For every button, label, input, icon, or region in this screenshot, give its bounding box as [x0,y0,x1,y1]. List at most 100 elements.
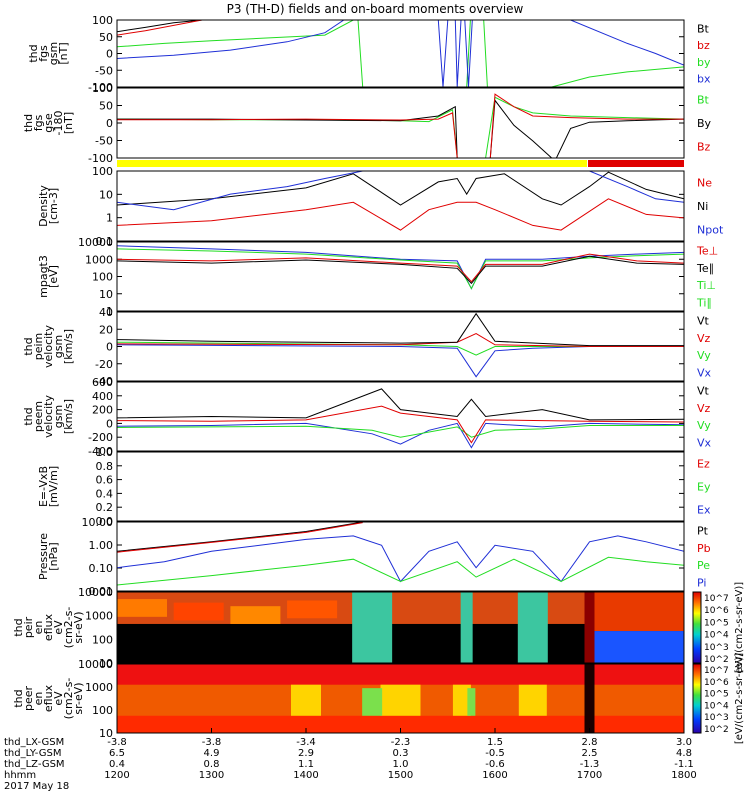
x-tick-label: -0.5 [485,748,505,759]
panel-frame [116,19,685,88]
spectrogram-dip [352,592,393,663]
y-axis-label: eV [52,620,65,635]
y-tick-label: 1000 [85,253,113,266]
y-axis-label: gse [42,113,55,133]
series-line-Ti [117,245,684,290]
colorbar-tick-label: 10^6 [704,606,729,616]
y-axis-label: thd [27,44,40,62]
x-tick-label: 1500 [388,770,413,781]
legend-entry: Vx [697,436,712,449]
y-axis-label: peim [32,333,45,361]
legend-entry: Vy [697,419,711,432]
y-axis-label: sr-eV) [72,682,85,714]
legend-entry: bz [697,39,710,52]
y-tick-label: 1.0 [96,446,114,459]
spectrogram-stripe [584,592,595,663]
series-line-Bt [117,20,203,33]
spectrogram-patch [380,684,421,716]
series-group [117,245,684,290]
y-tick-label: 100 [92,271,113,284]
y-tick-label: 0 [106,341,113,354]
legend-entry: Te∥ [696,262,714,275]
y-axis-label: [nPa] [47,542,60,570]
y-axis-label: [cm-3] [47,188,60,224]
y-tick-label: -100 [88,81,113,94]
series-line-Ni [117,171,684,206]
y-tick-label: 50 [99,31,113,44]
legend-entry: bx [697,73,711,86]
y-axis-label: sr-eV) [72,611,85,643]
colorbar [692,663,702,734]
legend-entry: Vt [697,385,710,398]
y-axis-label: peir [22,616,35,638]
y-axis-label: gsm [52,405,65,428]
x-tick-label: 2.5 [582,748,598,759]
y-tick-label: 10000 [78,658,113,671]
x-row-label: thd_LY-GSM [4,748,61,759]
date-label: 2017 May 18 [4,781,69,792]
y-tick-label: 200 [92,404,113,417]
legend-entry: Bz [697,140,711,153]
legend-entry: Vx [697,366,712,379]
x-tick-label: 1.5 [487,737,503,748]
y-tick-label: 0 [106,417,113,430]
spectrogram-patch [594,592,684,632]
colorbar-tick-label: 10^3 [704,643,729,653]
legend-entry: Ti∥ [696,296,712,309]
x-row-label: thd_LX-GSM [4,737,64,748]
series-line-Pi [117,535,684,583]
colorbar-tick-label: 10^7 [704,594,729,604]
colorbar [692,591,702,664]
series-line-Ne [117,198,684,231]
legend-entry: Ni [697,200,708,213]
y-tick-label: 0.1 [96,235,114,248]
legend-entry: Ne [697,177,712,190]
spectrogram-patch [230,606,281,624]
x-tick-label: 4.9 [204,748,220,759]
x-tick-label: 1400 [293,770,318,781]
y-tick-label: 50 [99,100,113,113]
y-tick-label: 0.6 [96,474,114,487]
y-tick-label: 600 [92,376,113,389]
series-group [117,388,684,449]
y-tick-label: 1.00 [89,539,114,552]
y-tick-label: 0.2 [96,501,114,514]
series-line-Vt [117,388,684,421]
y-axis-label: en [32,621,45,635]
y-axis-label: [nT] [57,42,70,64]
series-line-Npot [117,171,684,211]
y-tick-label: 20 [99,323,113,336]
x-tick-label: 1200 [104,770,129,781]
series-line-bx [117,20,684,87]
colorbar-tick-label: 10^3 [704,713,729,723]
panel-frame [116,241,685,312]
colorbar-tick-label: 10^7 [704,666,729,676]
colorbar-tick-label: 10^5 [704,618,729,628]
y-axis-label: [nT] [62,112,75,134]
y-axis-label: [km/s] [62,329,75,364]
series-line-Vz [117,333,684,347]
legend-entry: Bt [697,22,710,35]
y-tick-label: -200 [88,431,113,444]
y-axis-label: thd [12,689,25,707]
y-axis-label: Pressure [37,533,50,580]
series-line-Vt [117,312,684,347]
x-tick-label: 0.4 [109,759,125,770]
y-tick-label: 0.10 [89,562,114,575]
y-axis-label: E=-VxB [37,466,50,507]
y-axis-label: -180 [52,111,65,136]
x-tick-label: -1.3 [580,759,600,770]
legend-entry: Ey [697,481,711,494]
legend-entry: Pb [697,542,711,555]
y-axis-label: gsm [47,42,60,65]
legend-entry: Bt [697,94,710,107]
spectrogram-patch [452,684,471,716]
colorbar-tick-label: 10^5 [704,690,729,700]
y-tick-label: 0.4 [96,487,114,500]
x-axis-table: thd_LX-GSM -3.8 -3.8 -3.4 -2.3 1.5 2.8 3.0 thd_L… [4,728,697,792]
y-axis-label: gsm [52,335,65,358]
y-tick-label: 1000 [85,610,113,623]
panel-frame [116,381,685,452]
